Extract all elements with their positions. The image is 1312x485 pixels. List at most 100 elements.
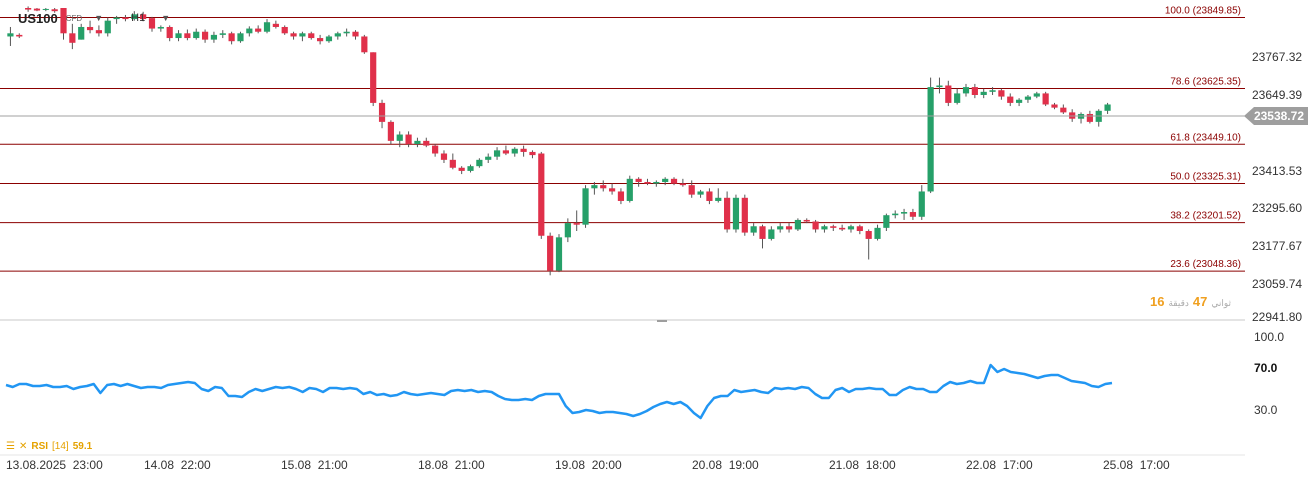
- candle-body: [69, 33, 76, 43]
- candle: [724, 191, 731, 233]
- candle-body: [290, 33, 297, 37]
- candle: [299, 31, 306, 42]
- candle-countdown: 16 دقيقة 47 ثواني: [1150, 294, 1231, 309]
- candle: [954, 88, 961, 105]
- rsi-legend-period: [14]: [52, 441, 69, 452]
- candle-body: [821, 226, 828, 230]
- candle-body: [493, 150, 501, 157]
- indicator-remove-icon[interactable]: ✕: [18, 441, 28, 452]
- price-tick-label: 23177.67: [1252, 239, 1302, 253]
- candle-body: [591, 185, 598, 189]
- indicator-settings-icon[interactable]: ☰: [6, 441, 15, 452]
- candle-body: [246, 28, 253, 34]
- candle: [794, 218, 801, 232]
- candle-body: [777, 226, 784, 230]
- candle: [573, 210, 580, 232]
- timeframe-selector[interactable]: H1: [131, 12, 146, 24]
- current-price-badge: [1244, 106, 1308, 125]
- rsi-legend[interactable]: ☰ ✕ RSI [14] 59.1: [6, 441, 92, 452]
- timeframe-dropdown-icon[interactable]: ▼: [161, 13, 171, 23]
- candle: [370, 52, 377, 107]
- candle: [874, 224, 881, 241]
- candle: [237, 31, 244, 43]
- countdown-seconds-label: ثواني: [1211, 298, 1232, 308]
- candle: [325, 34, 333, 43]
- candle: [104, 17, 111, 37]
- candle-body: [564, 223, 571, 238]
- candle: [1104, 102, 1111, 114]
- candle-body: [847, 226, 855, 230]
- rsi-pane: [5, 363, 1113, 420]
- candle: [564, 218, 571, 243]
- time-axis[interactable]: 13.08.2025 23:00 14.08 22:00 15.08 21:00…: [6, 458, 1170, 472]
- candle-body: [299, 33, 306, 37]
- candle-body: [1007, 96, 1014, 103]
- candle-body: [998, 90, 1005, 97]
- candle-body: [812, 221, 819, 230]
- candle: [1015, 98, 1023, 107]
- candle: [317, 34, 324, 45]
- instrument-type-badge: CFD: [65, 13, 83, 23]
- rsi-axis[interactable]: 100.0 70.0 30.0: [1254, 330, 1284, 417]
- time-tick-label: 18.08 21:00: [418, 458, 485, 472]
- candle-body: [670, 178, 678, 184]
- countdown-minutes-label: دقيقة: [1168, 298, 1189, 308]
- candle: [1042, 91, 1049, 107]
- fibonacci-levels[interactable]: 100.0 (23849.85) 78.6 (23625.35) 61.8 (234…: [0, 6, 1245, 272]
- price-axis[interactable]: 23767.32 23649.39 23413.53 23295.60 2317…: [1252, 50, 1302, 324]
- candle-body: [184, 33, 191, 39]
- candle-body: [86, 26, 94, 31]
- candle: [157, 25, 164, 32]
- candle: [42, 8, 49, 12]
- candle: [449, 153, 456, 170]
- candle: [547, 232, 554, 276]
- candle: [387, 120, 394, 145]
- candle-body: [361, 36, 368, 53]
- candle: [361, 34, 368, 54]
- candle: [768, 226, 775, 241]
- candle: [555, 234, 563, 273]
- candle: [263, 19, 271, 34]
- candle-body: [95, 30, 103, 34]
- candle: [529, 150, 536, 159]
- candle-body: [193, 31, 200, 39]
- fib-level-label: 78.6 (23625.35): [1170, 77, 1241, 88]
- symbol-dropdown-icon[interactable]: ▼: [94, 13, 104, 23]
- candle: [635, 177, 642, 187]
- candle: [122, 14, 129, 22]
- price-tick-label: 23767.32: [1252, 50, 1302, 64]
- candle-body: [25, 8, 32, 10]
- candle: [131, 11, 138, 21]
- candle: [945, 80, 952, 107]
- candle: [777, 223, 784, 233]
- candle-body: [635, 178, 642, 182]
- candle-body: [511, 148, 518, 154]
- candle: [86, 20, 94, 34]
- candle-body: [343, 31, 350, 34]
- candle-body: [352, 31, 359, 37]
- candle: [670, 177, 678, 186]
- candle: [343, 28, 350, 37]
- candle: [715, 188, 722, 203]
- pane-resize-handle[interactable]: [657, 320, 667, 322]
- candle-body: [759, 226, 766, 239]
- candle-body: [210, 34, 218, 40]
- symbol-selector-bar[interactable]: US100 CFD ▼ H1 ▼: [0, 4, 170, 32]
- current-price-label: 23538.72: [1254, 109, 1304, 123]
- time-tick-label: 13.08.2025 23:00: [6, 458, 103, 472]
- candle-body: [255, 28, 262, 32]
- candle: [502, 145, 510, 156]
- candle-body: [387, 121, 394, 141]
- candle: [830, 224, 837, 232]
- candle-body: [485, 156, 492, 160]
- candle: [1060, 104, 1067, 114]
- candle-body: [724, 197, 731, 230]
- symbol-name[interactable]: US100: [18, 10, 58, 26]
- candle-body: [600, 185, 607, 189]
- candle: [980, 88, 987, 99]
- candle: [759, 224, 766, 249]
- candle-body: [42, 8, 49, 10]
